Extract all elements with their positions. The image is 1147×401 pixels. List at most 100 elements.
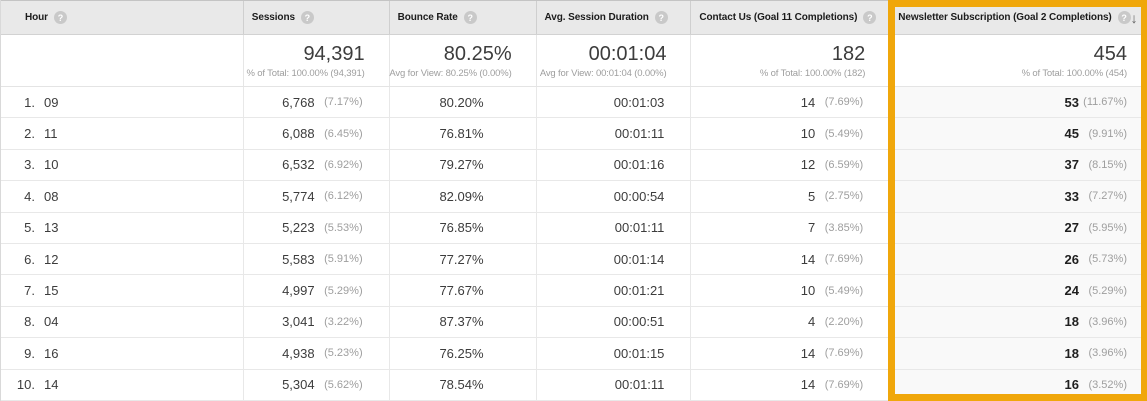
hour-value: 04 (44, 314, 59, 330)
bounce-rate-cell: 77.67% (388, 275, 536, 306)
column-header-label: Sessions (251, 12, 295, 23)
hour-value: 14 (44, 377, 59, 393)
row-rank: 8. (24, 314, 35, 330)
bounce-rate-cell: 80.20% (388, 87, 536, 118)
summary-newsletter-note: % of Total: 100.00% (454) (1021, 67, 1128, 79)
sessions-percent: (6.45%) (324, 127, 363, 140)
help-icon[interactable]: ? (53, 11, 67, 24)
bounce-rate-value: 76.85% (439, 220, 484, 236)
summary-contact-us-value: 182 (831, 42, 866, 65)
avg-duration-value: 00:01:03 (613, 94, 665, 110)
table-row: 5. 13 5,223 (5.53%) 76.85% 00:01:11 7 (3.85%) 27… (1, 212, 1147, 244)
bounce-rate-value: 78.54% (439, 377, 484, 393)
avg-duration-cell: 00:00:51 (535, 306, 691, 338)
newsletter-value: 45 (1064, 126, 1079, 142)
sessions-percent: (3.22%) (324, 315, 363, 328)
newsletter-value: 18 (1064, 345, 1079, 361)
newsletter-value: 26 (1064, 251, 1079, 267)
contact-us-cell: 14 (7.69%) (690, 338, 889, 369)
column-header-contact-us-goal[interactable]: Contact Us (Goal 11 Completions) ? (690, 1, 889, 34)
newsletter-percent: (9.91%) (1088, 127, 1127, 140)
newsletter-cell: 27 (5.95%) (889, 212, 1147, 243)
summary-contact-us-cell: 182 % of Total: 100.00% (182) (690, 35, 889, 86)
sessions-cell: 5,223 (5.53%) (242, 212, 389, 243)
newsletter-value: 53 (1064, 94, 1079, 110)
summary-avg-duration-cell: 00:01:04 Avg for View: 00:01:04 (0.00%) (535, 35, 691, 86)
hour-value: 08 (44, 188, 59, 204)
column-header-label: Newsletter Subscription (Goal 2 Completi… (898, 12, 1112, 23)
sessions-cell: 5,583 (5.91%) (242, 243, 389, 275)
sessions-percent: (7.17%) (324, 96, 363, 109)
hour-value: 10 (44, 157, 59, 173)
table-row: 1. 09 6,768 (7.17%) 80.20% 00:01:03 14 (7.69%) 5… (1, 87, 1147, 119)
row-rank: 6. (24, 251, 35, 267)
sessions-cell: 4,938 (5.23%) (242, 338, 389, 369)
summary-sessions-value: 94,391 (303, 42, 365, 65)
contact-us-value: 14 (800, 251, 816, 267)
row-rank: 1. (24, 94, 35, 110)
newsletter-value: 33 (1064, 188, 1079, 204)
avg-duration-value: 00:01:11 (614, 220, 665, 236)
newsletter-cell: 45 (9.91%) (889, 118, 1147, 149)
sessions-percent: (5.91%) (324, 253, 363, 266)
newsletter-percent: (3.96%) (1088, 347, 1127, 360)
table-row: 2. 11 6,088 (6.45%) 76.81% 00:01:11 10 (5.49%) 4… (1, 118, 1147, 150)
bounce-rate-cell: 82.09% (388, 181, 536, 212)
newsletter-cell: 24 (5.29%) (889, 275, 1147, 306)
column-header-label: Contact Us (Goal 11 Completions) (699, 12, 858, 23)
newsletter-percent: (8.15%) (1088, 158, 1127, 171)
sessions-value: 6,768 (282, 94, 315, 110)
contact-us-percent: (7.69%) (824, 96, 864, 109)
contact-us-percent: (2.75%) (824, 190, 864, 203)
row-rank: 9. (24, 345, 35, 361)
sessions-cell: 3,041 (3.22%) (242, 306, 389, 338)
bounce-rate-value: 82.09% (439, 188, 484, 204)
hour-cell: 8. 04 (1, 307, 243, 337)
avg-duration-cell: 00:01:11 (535, 369, 691, 400)
help-icon[interactable]: ? (654, 11, 668, 24)
help-icon[interactable]: ? (1117, 11, 1131, 24)
bounce-rate-value: 77.27% (439, 251, 484, 267)
help-icon[interactable]: ? (863, 11, 877, 24)
hour-cell: 7. 15 (1, 275, 243, 305)
contact-us-value: 14 (800, 94, 816, 110)
newsletter-cell: 18 (3.96%) (889, 338, 1147, 369)
contact-us-cell: 14 (7.69%) (690, 369, 889, 400)
summary-sessions-cell: 94,391 % of Total: 100.00% (94,391) (242, 35, 389, 86)
contact-us-cell: 10 (5.49%) (690, 118, 889, 149)
sessions-value: 6,532 (282, 157, 315, 173)
avg-duration-cell: 00:01:11 (535, 212, 691, 243)
table-header-row: Hour ? Sessions ? Bounce Rate ? Avg. Ses… (1, 0, 1147, 35)
newsletter-value: 27 (1064, 220, 1079, 236)
column-header-hour[interactable]: Hour ? (1, 1, 243, 34)
hour-value: 15 (44, 283, 59, 299)
bounce-rate-value: 76.25% (439, 345, 484, 361)
hour-cell: 5. 13 (1, 213, 243, 243)
summary-bounce-rate-cell: 80.25% Avg for View: 80.25% (0.00%) (388, 35, 536, 86)
help-icon[interactable]: ? (300, 11, 314, 24)
summary-contact-us-note: % of Total: 100.00% (182) (759, 67, 866, 79)
column-header-label: Avg. Session Duration (544, 12, 649, 23)
column-header-label: Hour (25, 12, 48, 23)
sessions-cell: 6,088 (6.45%) (242, 118, 389, 149)
summary-avg-duration-value: 00:01:04 (588, 42, 667, 65)
column-header-sessions[interactable]: Sessions ? (242, 1, 389, 34)
table-row: 8. 04 3,041 (3.22%) 87.37% 00:00:51 4 (2.20%) 18… (1, 306, 1147, 339)
contact-us-cell: 14 (7.69%) (690, 243, 889, 275)
help-icon[interactable]: ? (463, 11, 477, 24)
column-header-newsletter-goal[interactable]: Newsletter Subscription (Goal 2 Completi… (889, 1, 1147, 34)
column-header-bounce-rate[interactable]: Bounce Rate ? (388, 1, 536, 34)
sessions-value: 5,304 (282, 377, 315, 393)
column-header-avg-session-duration[interactable]: Avg. Session Duration ? (535, 1, 691, 34)
sort-descending-icon: ↓ (1130, 9, 1138, 26)
row-rank: 5. (24, 220, 35, 236)
sessions-cell: 6,532 (6.92%) (242, 149, 389, 181)
avg-duration-cell: 00:00:54 (535, 181, 691, 212)
summary-hour-cell (1, 35, 243, 86)
bounce-rate-cell: 77.27% (388, 243, 536, 275)
summary-sessions-note: % of Total: 100.00% (94,391) (246, 67, 365, 79)
sessions-percent: (6.92%) (324, 158, 363, 171)
contact-us-cell: 12 (6.59%) (690, 149, 889, 181)
hour-cell: 9. 16 (1, 338, 243, 368)
